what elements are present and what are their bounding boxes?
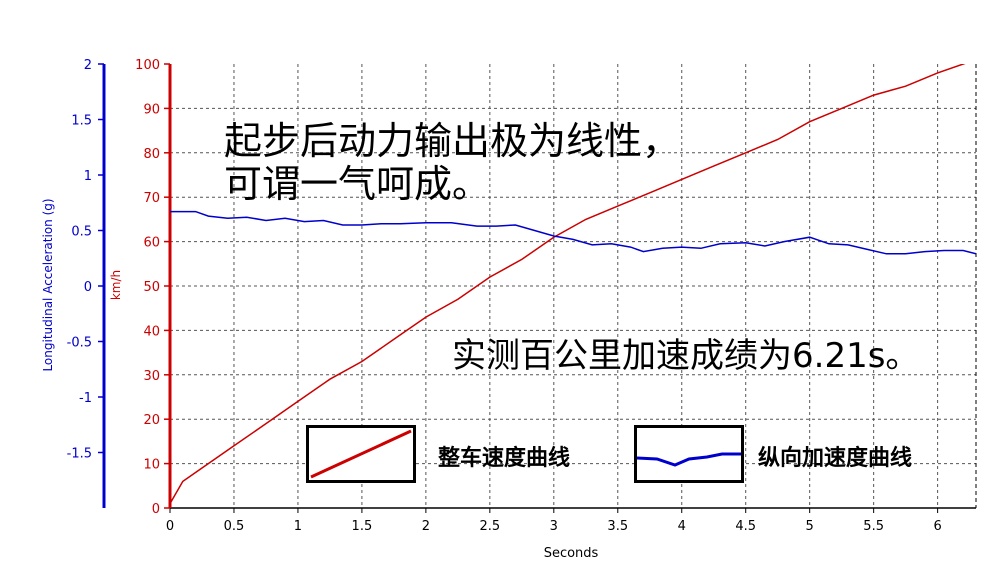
speed-tick-label: 20 [143, 413, 160, 428]
x-tick-label: 1 [294, 519, 302, 534]
x-tick-label: 1.5 [352, 519, 373, 534]
x-tick-label: 2.5 [479, 519, 500, 534]
series [170, 64, 976, 504]
x-tick-label: 3.5 [607, 519, 628, 534]
legend-accel-swatch [634, 425, 744, 483]
legend-speed-line [310, 429, 412, 479]
x-tick-label: 6 [933, 519, 941, 534]
accel-tick-label: -1 [79, 391, 92, 406]
x-axis-label: Seconds [544, 546, 599, 561]
headline-line-1: 起步后动力输出极为线性， [224, 119, 681, 163]
headline-line-2: 可谓一气呵成。 [224, 162, 491, 206]
speed-tick-label: 40 [143, 324, 160, 339]
result-annotation: 实测百公里加速成绩为6.21s。 [452, 336, 920, 376]
x-tick-label: 0 [166, 519, 174, 534]
x-tick-label: 5.5 [863, 519, 884, 534]
speed-tick-label: 50 [143, 280, 160, 295]
speed-tick-label: 30 [143, 369, 160, 384]
accel-axis-ticks: 2 1.5 1 0.5 0 -0.5 -1 -1.5 [67, 58, 104, 462]
x-tick-label: 3 [550, 519, 558, 534]
speed-series-line [170, 64, 966, 504]
speed-tick-label: 10 [143, 458, 160, 473]
speed-tick-label: 90 [143, 102, 160, 117]
speed-tick-label: 70 [143, 191, 160, 206]
x-tick-label: 4 [678, 519, 686, 534]
x-axis-ticks: 0 0.5 1 1.5 2 2.5 3 3.5 4 4.5 5 5.5 6 [166, 508, 942, 534]
accel-tick-label: 2 [84, 58, 92, 73]
legend-accel-line [636, 452, 741, 467]
legend-accel-label: 纵向加速度曲线 [758, 446, 913, 471]
speed-tick-label: 100 [135, 58, 160, 73]
x-tick-label: 2 [422, 519, 430, 534]
speed-tick-label: 0 [152, 502, 160, 517]
legend-speed-label: 整车速度曲线 [438, 446, 571, 471]
accel-tick-label: 1.5 [71, 114, 92, 129]
speed-tick-label: 80 [143, 147, 160, 162]
x-tick-label: 5 [806, 519, 814, 534]
speed-axis-label: km/h [109, 270, 123, 300]
grid [170, 64, 977, 508]
x-tick-label: 4.5 [735, 519, 756, 534]
accel-tick-label: -1.5 [67, 447, 92, 462]
accel-tick-label: 0.5 [71, 225, 92, 240]
accel-series-line [170, 210, 976, 255]
legend-speed-swatch [306, 425, 416, 483]
speed-tick-label: 60 [143, 236, 160, 251]
accel-axis-label: Longitudinal Acceleration (g) [41, 198, 55, 371]
accel-tick-label: -0.5 [67, 336, 92, 351]
accel-tick-label: 0 [84, 280, 92, 295]
accel-tick-label: 1 [84, 169, 92, 184]
speed-axis-ticks: 0 10 20 30 40 50 60 70 80 90 100 [135, 58, 170, 517]
x-tick-label: 0.5 [224, 519, 245, 534]
